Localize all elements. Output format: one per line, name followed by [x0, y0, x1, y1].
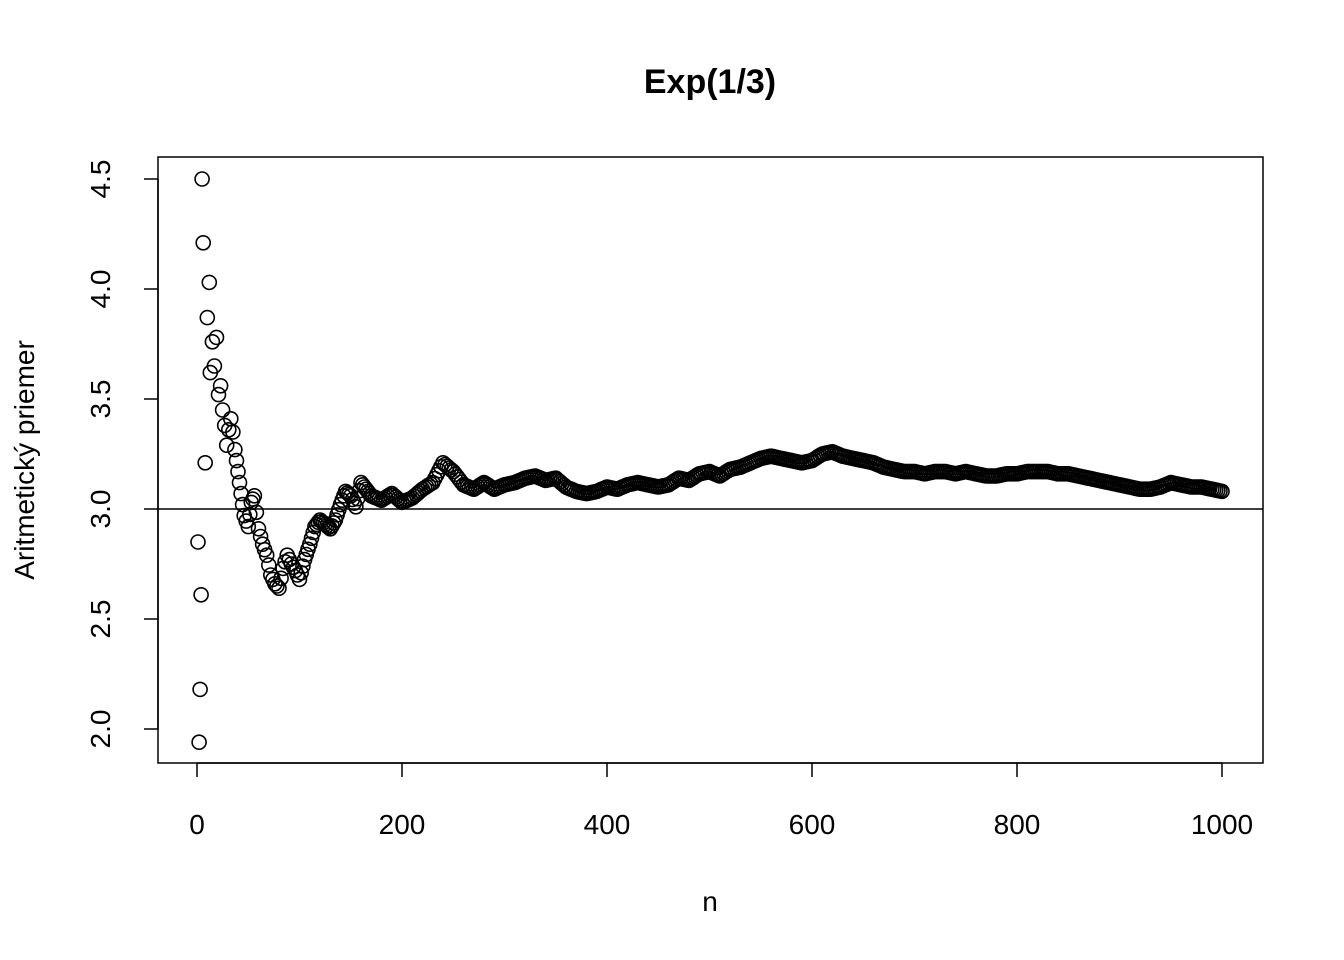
data-point — [305, 524, 322, 541]
y-tick-label: 3.0 — [85, 490, 116, 529]
data-point — [447, 466, 464, 483]
data-point — [193, 586, 209, 603]
data-point — [250, 520, 267, 537]
y-tick-label: 3.5 — [85, 380, 116, 419]
data-point — [240, 518, 257, 535]
data-point — [227, 441, 243, 458]
y-tick-label: 4.5 — [85, 160, 116, 199]
data-point — [195, 235, 211, 251]
data-point — [228, 452, 245, 469]
x-tick-label: 400 — [584, 809, 631, 840]
data-point — [212, 377, 229, 394]
data-point — [197, 454, 213, 471]
data-point — [248, 504, 265, 521]
data-point — [210, 386, 227, 403]
x-tick-label: 600 — [789, 809, 836, 840]
data-point — [242, 506, 258, 523]
data-point — [325, 515, 342, 531]
data-point — [194, 171, 210, 187]
x-tick-label: 0 — [189, 809, 205, 840]
data-point — [301, 536, 318, 553]
data-point — [445, 463, 462, 480]
x-tick-label: 1000 — [1191, 809, 1253, 840]
data-point — [206, 358, 223, 374]
data-point — [199, 309, 216, 326]
data-point — [225, 424, 241, 440]
chart-title: Exp(1/3) — [644, 63, 776, 101]
x-axis-label: n — [702, 886, 718, 917]
data-point — [285, 559, 302, 576]
data-point — [208, 329, 225, 346]
data-point — [317, 516, 333, 533]
data-point — [260, 557, 277, 573]
data-point — [231, 474, 248, 491]
data-point — [295, 558, 311, 575]
data-point — [218, 437, 235, 454]
data-point — [273, 570, 289, 587]
y-axis-label: Aritmetický priemer — [9, 340, 40, 580]
data-point — [269, 578, 285, 594]
x-axis: 0 200 400 600 800 1000 — [189, 762, 1253, 840]
data-point — [246, 487, 263, 504]
y-tick-label: 2.0 — [85, 710, 116, 749]
y-axis: 2.0 2.5 3.0 3.5 4.0 4.5 — [85, 160, 159, 749]
data-point — [348, 498, 364, 515]
data-point — [214, 402, 231, 418]
data-point — [258, 547, 275, 564]
x-tick-label: 800 — [994, 809, 1041, 840]
data-point — [318, 518, 335, 534]
data-point — [230, 463, 246, 480]
plot-frame — [157, 156, 1264, 764]
data-point — [204, 333, 221, 350]
y-tick-label: 2.5 — [85, 600, 116, 639]
data-point — [1214, 483, 1230, 500]
data-point — [190, 534, 206, 550]
x-tick-label: 200 — [379, 809, 426, 840]
data-point — [192, 681, 208, 698]
data-point — [201, 274, 218, 291]
data-point — [271, 580, 287, 597]
data-point — [303, 530, 320, 547]
data-point — [472, 477, 488, 494]
data-point — [191, 734, 207, 751]
data-point — [449, 469, 466, 485]
data-points — [190, 171, 1230, 751]
y-tick-label: 4.0 — [85, 270, 116, 309]
